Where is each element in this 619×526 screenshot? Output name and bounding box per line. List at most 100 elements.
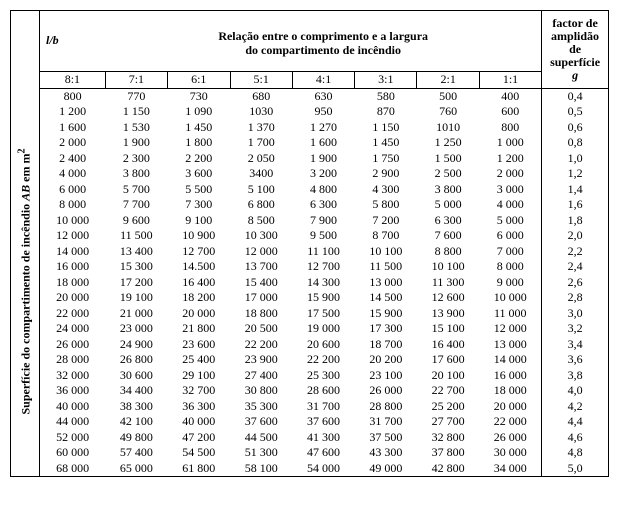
- data-cell: 23 900: [230, 352, 292, 368]
- data-cell: 23 100: [355, 368, 417, 384]
- data-cell: 730: [168, 88, 231, 104]
- data-cell: 5 800: [355, 197, 417, 213]
- data-cell: 20 000: [479, 399, 541, 415]
- data-cell: 4 800: [292, 182, 354, 198]
- data-cell: 40 000: [40, 399, 106, 415]
- data-cell: 800: [40, 88, 106, 104]
- ratio-header-cell: 3:1: [355, 72, 417, 89]
- data-cell: 36 000: [40, 383, 106, 399]
- data-cell: 800: [479, 120, 541, 136]
- data-cell: 18 800: [230, 306, 292, 322]
- data-cell: 61 800: [168, 461, 231, 477]
- ratio-header-cell: 4:1: [292, 72, 354, 89]
- data-cell: 1010: [417, 120, 479, 136]
- table-row: 12 00011 50010 90010 3009 5008 7007 6006…: [40, 228, 609, 244]
- data-cell: 43 300: [355, 445, 417, 461]
- data-cell: 20 000: [40, 290, 106, 306]
- data-cell: 37 500: [355, 430, 417, 446]
- data-cell: 23 000: [105, 321, 167, 337]
- data-cell: 28 600: [292, 383, 354, 399]
- data-cell: 2 900: [355, 166, 417, 182]
- data-cell: 6 300: [292, 197, 354, 213]
- g-cell: 3,6: [542, 352, 609, 368]
- data-cell: 3 800: [105, 166, 167, 182]
- data-cell: 16 000: [40, 259, 106, 275]
- data-cell: 28 800: [355, 399, 417, 415]
- data-cell: 5 500: [168, 182, 231, 198]
- data-cell: 1 200: [479, 151, 541, 167]
- data-cell: 41 300: [292, 430, 354, 446]
- data-cell: 25 400: [168, 352, 231, 368]
- data-cell: 32 800: [417, 430, 479, 446]
- data-cell: 5 700: [105, 182, 167, 198]
- g-cell: 3,2: [542, 321, 609, 337]
- data-cell: 1 370: [230, 120, 292, 136]
- ratio-header-cell: 5:1: [230, 72, 292, 89]
- data-table: l/b Relação entre o comprimento e a larg…: [39, 10, 609, 477]
- data-cell: 38 300: [105, 399, 167, 415]
- table-row: 6 0005 7005 5005 1004 8004 3003 8003 000…: [40, 182, 609, 198]
- relacao-header: Relação entre o comprimento e a largura …: [105, 11, 541, 72]
- data-cell: 25 300: [292, 368, 354, 384]
- data-cell: 15 400: [230, 275, 292, 291]
- data-cell: 29 100: [168, 368, 231, 384]
- data-cell: 20 100: [417, 368, 479, 384]
- data-cell: 600: [479, 104, 541, 120]
- data-cell: 1 450: [355, 135, 417, 151]
- data-cell: 11 100: [292, 244, 354, 260]
- data-cell: 10 000: [479, 290, 541, 306]
- data-cell: 500: [417, 88, 479, 104]
- data-cell: 36 300: [168, 399, 231, 415]
- data-cell: 47 200: [168, 430, 231, 446]
- data-cell: 25 200: [417, 399, 479, 415]
- relacao-line1: Relação entre o comprimento e a largura: [218, 29, 428, 43]
- table-row: 26 00024 90023 60022 20020 60018 70016 4…: [40, 337, 609, 353]
- factor-header: factor de amplidão de superfície g: [542, 11, 609, 89]
- data-cell: 7 300: [168, 197, 231, 213]
- data-cell: 24 000: [40, 321, 106, 337]
- factor-l5: g: [572, 68, 578, 82]
- table-row: 68 00065 00061 80058 10054 00049 00042 8…: [40, 461, 609, 477]
- data-cell: 950: [292, 104, 354, 120]
- data-cell: 12 700: [168, 244, 231, 260]
- data-cell: 31 700: [355, 414, 417, 430]
- data-cell: 630: [292, 88, 354, 104]
- data-cell: 13 700: [230, 259, 292, 275]
- table-row: 18 00017 20016 40015 40014 30013 00011 3…: [40, 275, 609, 291]
- data-cell: 8 000: [40, 197, 106, 213]
- data-cell: 22 200: [230, 337, 292, 353]
- table-row: 14 00013 40012 70012 00011 10010 1008 80…: [40, 244, 609, 260]
- table-row: 2 4002 3002 2002 0501 9001 7501 5001 200…: [40, 151, 609, 167]
- data-cell: 54 500: [168, 445, 231, 461]
- data-cell: 44 500: [230, 430, 292, 446]
- data-cell: 9 100: [168, 213, 231, 229]
- g-cell: 4,4: [542, 414, 609, 430]
- data-cell: 10 000: [40, 213, 106, 229]
- data-cell: 32 700: [168, 383, 231, 399]
- data-cell: 2 000: [40, 135, 106, 151]
- g-cell: 2,2: [542, 244, 609, 260]
- data-cell: 57 400: [105, 445, 167, 461]
- data-cell: 13 000: [479, 337, 541, 353]
- data-cell: 9 000: [479, 275, 541, 291]
- data-cell: 1 150: [105, 104, 167, 120]
- data-cell: 7 700: [105, 197, 167, 213]
- data-cell: 11 000: [479, 306, 541, 322]
- data-cell: 4 300: [355, 182, 417, 198]
- data-cell: 1 000: [479, 135, 541, 151]
- data-cell: 2 400: [40, 151, 106, 167]
- data-cell: 17 000: [230, 290, 292, 306]
- data-cell: 60 000: [40, 445, 106, 461]
- data-cell: 31 700: [292, 399, 354, 415]
- table-row: 40 00038 30036 30035 30031 70028 80025 2…: [40, 399, 609, 415]
- data-cell: 47 600: [292, 445, 354, 461]
- g-cell: 1,8: [542, 213, 609, 229]
- table-row: 10 0009 6009 1008 5007 9007 2006 3005 00…: [40, 213, 609, 229]
- data-cell: 17 300: [355, 321, 417, 337]
- data-cell: 40 000: [168, 414, 231, 430]
- g-cell: 0,6: [542, 120, 609, 136]
- data-cell: 28 000: [40, 352, 106, 368]
- data-cell: 11 300: [417, 275, 479, 291]
- g-cell: 0,4: [542, 88, 609, 104]
- data-cell: 18 700: [355, 337, 417, 353]
